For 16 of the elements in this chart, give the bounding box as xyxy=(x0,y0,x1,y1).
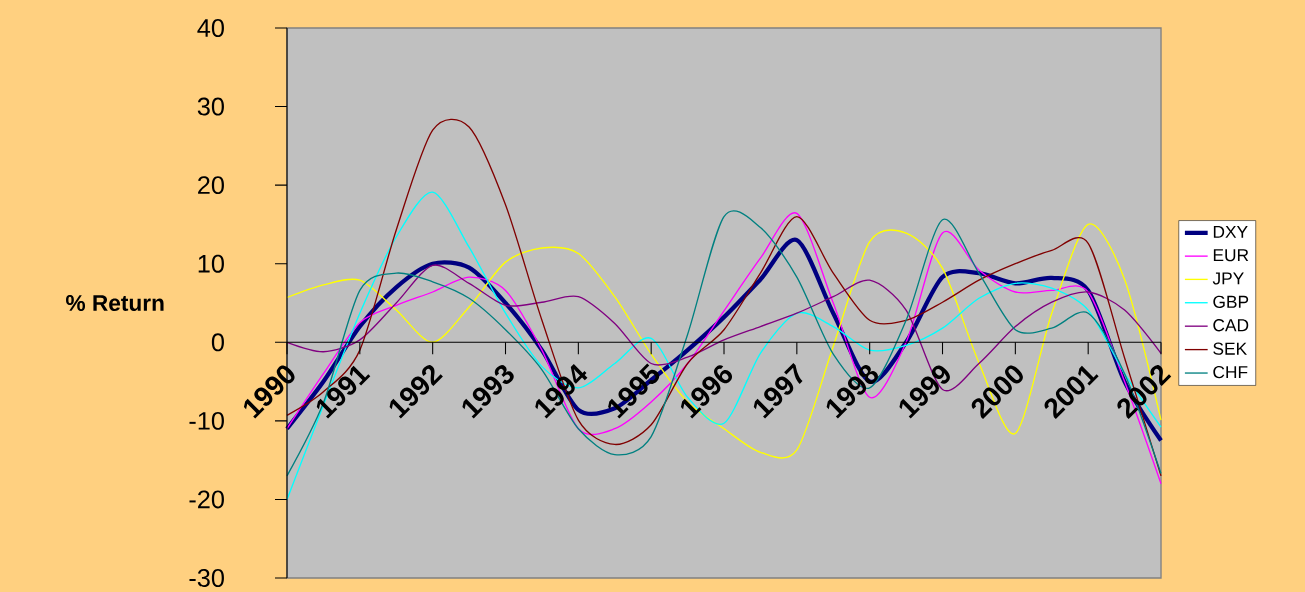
y-tick-label: 40 xyxy=(197,19,224,37)
y-tick-label: 30 xyxy=(197,97,224,116)
legend-label: SEK xyxy=(1213,342,1247,355)
y-tick-label: 10 xyxy=(198,254,224,273)
legend-label: CAD xyxy=(1213,319,1249,332)
y-tick-label: -20 xyxy=(189,490,224,509)
legend-label: GBP xyxy=(1213,295,1249,308)
y-tick-label: -10 xyxy=(189,411,224,430)
y-tick-label: 20 xyxy=(198,176,224,195)
legend-label: CHF xyxy=(1213,365,1248,379)
legend-label: EUR xyxy=(1213,249,1249,262)
legend-label: JPY xyxy=(1212,272,1244,285)
y-tick-label: -30 xyxy=(189,569,224,587)
legend-label: DXY xyxy=(1213,225,1248,238)
y-tick-label: 0 xyxy=(211,333,224,352)
y-axis-title: % Return xyxy=(66,295,164,312)
